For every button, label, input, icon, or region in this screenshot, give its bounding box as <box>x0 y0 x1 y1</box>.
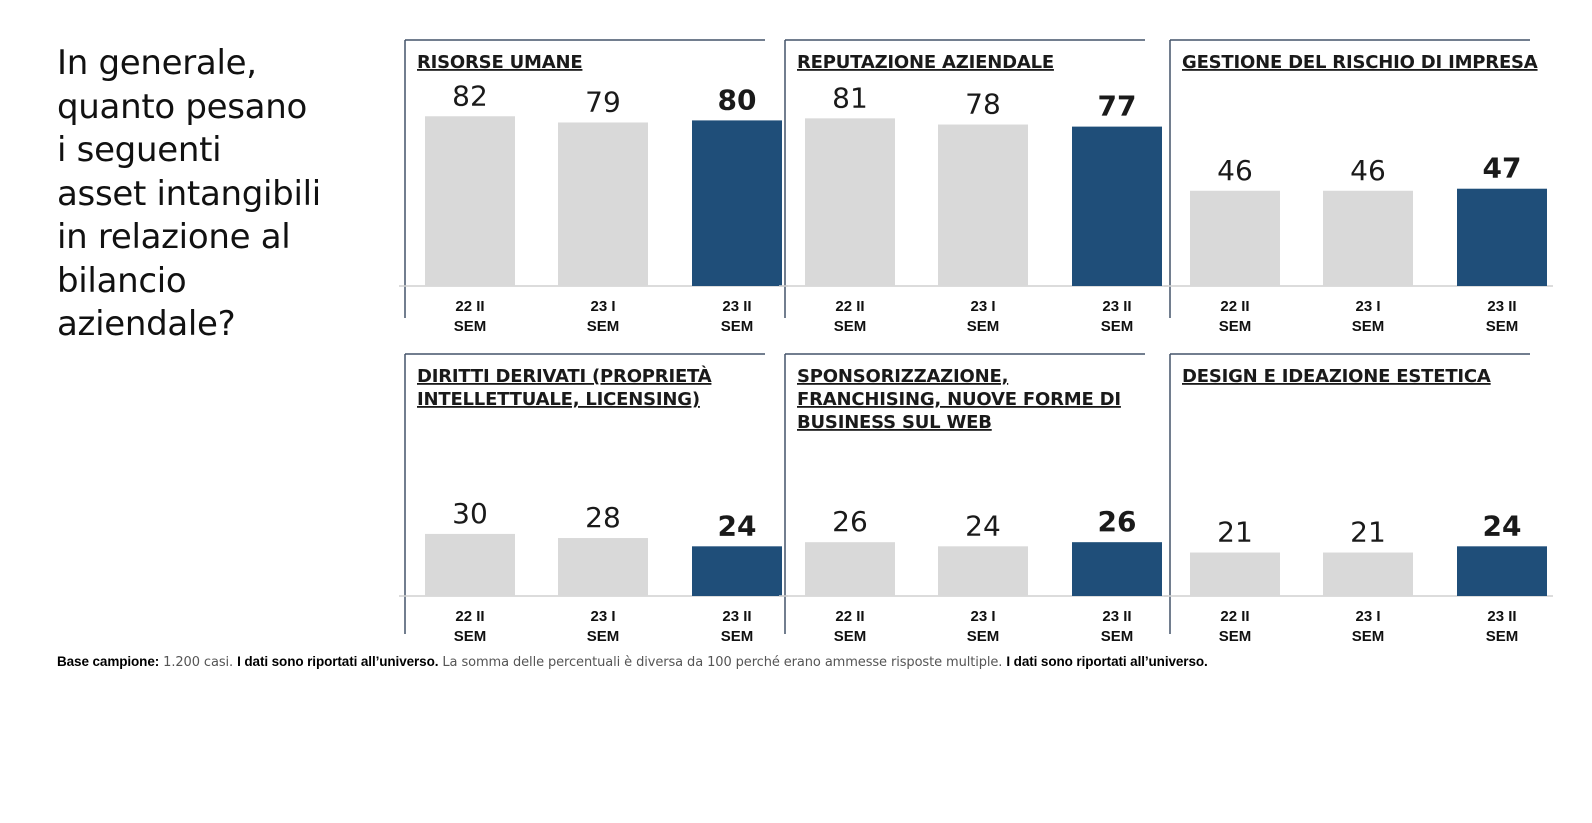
chart-title-line: BUSINESS SUL WEB <box>797 412 992 433</box>
x-tick-label: 23 I <box>590 298 615 315</box>
bar-value-label: 21 <box>1217 516 1253 549</box>
x-tick-label: 23 II <box>1102 298 1131 315</box>
x-tick-label: 22 II <box>455 608 484 625</box>
bar-value-label: 26 <box>1098 505 1137 538</box>
x-tick-label: SEM <box>454 318 487 335</box>
x-tick-label: SEM <box>1101 318 1134 335</box>
x-tick-label: 23 I <box>970 298 995 315</box>
bar <box>1190 552 1280 596</box>
bar-value-label: 28 <box>585 501 621 534</box>
x-tick-label: SEM <box>1486 318 1519 335</box>
bar-value-label: 26 <box>832 505 868 538</box>
x-tick-label: 22 II <box>1220 608 1249 625</box>
chart-title-line: RISORSE UMANE <box>417 52 582 73</box>
footnote-sum-note: La somma delle percentuali è diversa da … <box>438 655 1007 670</box>
question-text: In generale, quanto pesano i seguenti as… <box>57 42 357 347</box>
bar <box>558 538 648 596</box>
bar <box>558 122 648 286</box>
bar <box>938 546 1028 596</box>
chart-title-line: DESIGN E IDEAZIONE ESTETICA <box>1182 366 1491 387</box>
bar <box>805 542 895 596</box>
bar <box>938 124 1028 286</box>
chart-title-line: REPUTAZIONE AZIENDALE <box>797 52 1054 73</box>
x-tick-label: SEM <box>834 628 867 645</box>
x-tick-label: SEM <box>1219 318 1252 335</box>
footnote-universe-note-2: I dati sono riportati all’universo. <box>1006 654 1208 669</box>
x-tick-label: 23 II <box>722 608 751 625</box>
x-tick-label: SEM <box>1486 628 1519 645</box>
bar-value-label: 24 <box>718 509 757 542</box>
x-tick-label: 23 I <box>1355 298 1380 315</box>
x-tick-label: 23 I <box>1355 608 1380 625</box>
question-line: quanto pesano <box>57 86 307 127</box>
footnote: Base campione: 1.200 casi. I dati sono r… <box>57 654 1208 670</box>
chart-title-line: DIRITTI DERIVATI (PROPRIETÀ <box>417 365 712 387</box>
bar <box>1457 188 1547 286</box>
bar <box>805 118 895 286</box>
chart-title-line: SPONSORIZZAZIONE, <box>797 366 1008 387</box>
bar <box>1072 126 1162 286</box>
x-tick-label: 23 II <box>1102 608 1131 625</box>
bar <box>1323 552 1413 596</box>
x-tick-label: SEM <box>587 628 620 645</box>
x-tick-label: SEM <box>967 628 1000 645</box>
x-tick-label: 22 II <box>455 298 484 315</box>
question-line: in relazione al <box>57 217 291 257</box>
bar <box>1457 546 1547 596</box>
bar-value-label: 30 <box>452 497 488 530</box>
bar-value-label: 80 <box>718 83 757 116</box>
x-tick-label: SEM <box>834 318 867 335</box>
x-tick-label: SEM <box>967 318 1000 335</box>
bar <box>1072 542 1162 596</box>
question-line: aziendale? <box>57 304 236 344</box>
bar-value-label: 24 <box>1483 509 1522 542</box>
question-line: bilancio <box>57 260 187 301</box>
bar <box>1323 190 1413 286</box>
bar-value-label: 46 <box>1350 154 1386 187</box>
x-tick-label: SEM <box>721 318 754 335</box>
bar <box>1190 190 1280 286</box>
x-tick-label: 23 I <box>590 608 615 625</box>
footnote-base-label: Base campione: <box>57 654 160 669</box>
x-tick-label: SEM <box>1352 318 1385 335</box>
bar-value-label: 77 <box>1098 90 1137 123</box>
x-tick-label: 23 I <box>970 608 995 625</box>
footnote-base-value: 1.200 casi. <box>159 655 238 670</box>
bar-value-label: 78 <box>965 88 1001 121</box>
x-tick-label: 22 II <box>835 298 864 315</box>
x-tick-label: SEM <box>587 318 620 335</box>
footnote-universe-note: I dati sono riportati all’universo. <box>237 654 439 669</box>
x-tick-label: SEM <box>1101 628 1134 645</box>
bar-value-label: 46 <box>1217 154 1253 187</box>
bar-value-label: 47 <box>1483 152 1522 185</box>
bar <box>425 533 515 596</box>
x-tick-label: 23 II <box>1487 608 1516 625</box>
question-line: In generale, <box>57 43 257 83</box>
x-tick-label: 23 II <box>1487 298 1516 315</box>
bar-value-label: 21 <box>1350 516 1386 549</box>
bar-value-label: 24 <box>965 509 1001 542</box>
x-tick-label: 22 II <box>835 608 864 625</box>
bar <box>692 120 782 287</box>
x-tick-label: 22 II <box>1220 298 1249 315</box>
bar-value-label: 81 <box>832 81 868 114</box>
x-tick-label: SEM <box>1219 628 1252 645</box>
chart-title-line: GESTIONE DEL RISCHIO DI IMPRESA <box>1182 52 1538 73</box>
question-line: i seguenti <box>57 130 222 170</box>
bar <box>425 116 515 286</box>
x-tick-label: SEM <box>721 628 754 645</box>
x-tick-label: SEM <box>1352 628 1385 645</box>
question-line: asset intangibili <box>57 173 321 214</box>
x-tick-label: 23 II <box>722 298 751 315</box>
chart-title-line: FRANCHISING, NUOVE FORME DI <box>797 389 1121 410</box>
x-tick-label: SEM <box>454 628 487 645</box>
bar <box>692 546 782 596</box>
bar-value-label: 79 <box>585 85 621 118</box>
chart-title-line: INTELLETTUALE, LICENSING) <box>417 389 700 410</box>
bar-value-label: 82 <box>452 79 488 112</box>
